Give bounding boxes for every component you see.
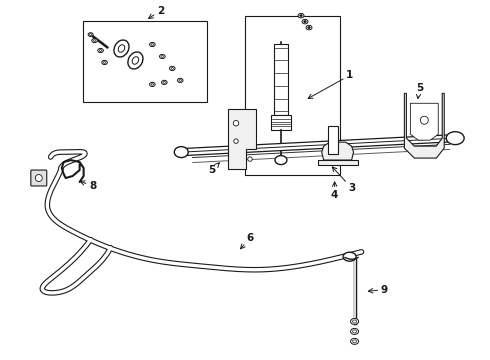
Text: 5: 5 (209, 163, 220, 175)
Ellipse shape (171, 68, 173, 69)
Ellipse shape (420, 116, 428, 124)
Ellipse shape (353, 340, 357, 343)
Ellipse shape (149, 42, 155, 46)
Ellipse shape (103, 62, 106, 63)
Ellipse shape (353, 330, 357, 333)
Ellipse shape (89, 34, 92, 35)
Ellipse shape (248, 157, 252, 161)
Ellipse shape (102, 60, 107, 64)
Ellipse shape (149, 82, 155, 86)
Ellipse shape (162, 80, 167, 85)
Ellipse shape (446, 132, 464, 145)
Ellipse shape (170, 66, 175, 71)
Ellipse shape (163, 81, 166, 83)
Ellipse shape (234, 139, 238, 143)
Ellipse shape (350, 319, 359, 324)
Bar (274, 44, 288, 115)
Text: 8: 8 (80, 181, 96, 191)
Ellipse shape (304, 21, 306, 23)
Text: 9: 9 (368, 284, 388, 294)
Text: 1: 1 (308, 71, 353, 98)
Bar (245, 15, 340, 175)
Ellipse shape (132, 57, 139, 64)
Ellipse shape (302, 19, 308, 24)
Ellipse shape (177, 78, 183, 82)
Ellipse shape (353, 320, 357, 323)
Ellipse shape (306, 25, 312, 30)
Ellipse shape (98, 48, 103, 53)
Ellipse shape (128, 52, 143, 69)
Ellipse shape (92, 39, 98, 42)
Ellipse shape (174, 147, 188, 158)
FancyArrowPatch shape (345, 257, 358, 259)
Ellipse shape (88, 33, 93, 36)
Ellipse shape (350, 338, 359, 345)
Polygon shape (404, 93, 444, 158)
Ellipse shape (94, 40, 96, 41)
Ellipse shape (179, 80, 181, 81)
Ellipse shape (151, 84, 153, 85)
Ellipse shape (350, 328, 359, 334)
Ellipse shape (233, 121, 239, 126)
Ellipse shape (275, 156, 287, 165)
Ellipse shape (118, 45, 125, 52)
Ellipse shape (161, 55, 164, 57)
Polygon shape (410, 103, 438, 140)
Ellipse shape (151, 44, 153, 45)
Bar (83, 21, 207, 102)
Ellipse shape (308, 27, 310, 28)
Ellipse shape (99, 50, 102, 51)
Ellipse shape (298, 13, 304, 18)
FancyBboxPatch shape (31, 170, 47, 186)
Bar (328, 126, 338, 154)
Ellipse shape (114, 40, 129, 57)
Ellipse shape (300, 15, 302, 17)
Polygon shape (228, 109, 256, 169)
Text: 6: 6 (241, 233, 254, 249)
Bar (271, 115, 291, 130)
Ellipse shape (343, 252, 356, 261)
Ellipse shape (35, 175, 42, 181)
Bar (318, 160, 358, 165)
Text: 4: 4 (331, 182, 338, 200)
Text: 7: 7 (29, 173, 45, 183)
Ellipse shape (160, 54, 165, 59)
Polygon shape (322, 142, 354, 160)
Text: 3: 3 (332, 167, 355, 193)
Text: 2: 2 (148, 6, 164, 18)
Text: 5: 5 (416, 84, 423, 99)
